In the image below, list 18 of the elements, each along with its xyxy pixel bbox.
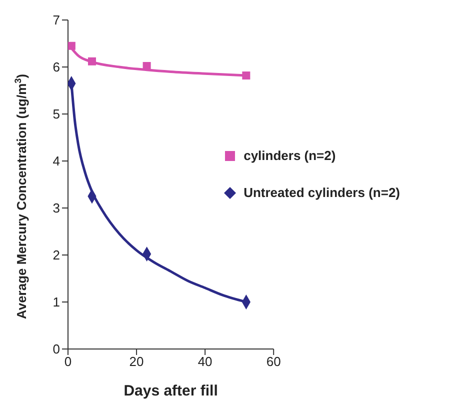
point bbox=[68, 42, 76, 50]
x-tick-label: 20 bbox=[129, 354, 144, 370]
y-tick-label: 6 bbox=[52, 60, 60, 75]
y-tick-label: 0 bbox=[52, 342, 60, 357]
y-tick-label: 1 bbox=[52, 294, 60, 310]
y-tick-label: 2 bbox=[52, 248, 60, 263]
y-tick-label: 7 bbox=[52, 12, 60, 28]
point bbox=[88, 57, 96, 66]
legend-label: cylinders (n=2) bbox=[244, 148, 336, 163]
y-tick-label: 4 bbox=[52, 154, 60, 169]
x-axis-title: Days after fill bbox=[124, 382, 218, 400]
y-tick-label: 5 bbox=[52, 106, 60, 122]
x-tick-label: 60 bbox=[266, 354, 281, 370]
x-tick-label: 0 bbox=[64, 354, 72, 370]
legend-label: Untreated cylinders (n=2) bbox=[244, 185, 400, 200]
y-tick-label: 3 bbox=[52, 200, 60, 216]
x-tick-label: 40 bbox=[198, 354, 212, 370]
point bbox=[242, 71, 250, 80]
